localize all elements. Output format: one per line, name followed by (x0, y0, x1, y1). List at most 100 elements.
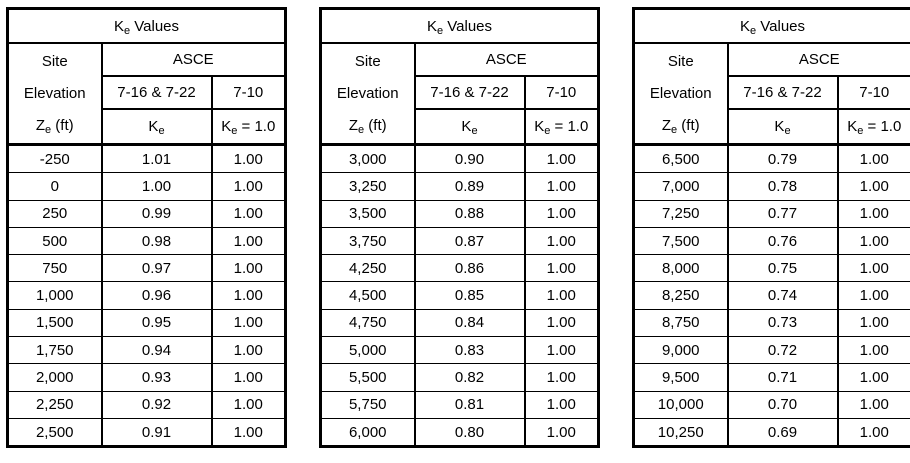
cell-ke-710: 1.00 (836, 336, 910, 365)
cell-ke: 0.89 (413, 172, 526, 201)
cell-ke: 0.77 (726, 199, 839, 228)
cell-ke-710: 1.00 (210, 390, 287, 419)
cell-ke: 1.00 (100, 172, 213, 201)
cell-site-elevation: 9,000 (632, 336, 729, 365)
table-row: 2,250 0.92 1.00 (6, 390, 287, 419)
cell-ke: 0.95 (100, 308, 213, 338)
cell-site-elevation: 2,000 (6, 363, 103, 392)
cell-ke: 0.98 (100, 226, 213, 256)
cell-ke: 0.76 (726, 226, 839, 256)
col-header-710: 7-10 (210, 75, 287, 110)
table-row: 3,000 0.90 1.00 (319, 143, 600, 174)
table-row: 7,500 0.76 1.00 (632, 226, 910, 256)
cell-ke: 0.73 (726, 308, 839, 338)
cell-ke: 1.01 (100, 143, 213, 174)
cell-site-elevation: 8,250 (632, 281, 729, 310)
table-body: 6,500 0.79 1.00 7,000 0.78 1.00 7,250 0.77 1.00 7… (632, 143, 910, 448)
ke-row: Ke Ke = 1.0 (8, 108, 287, 146)
col-header-ke: Ke (413, 108, 526, 146)
cell-ke-710: 1.00 (210, 254, 287, 283)
cell-ke-710: 1.00 (523, 390, 600, 419)
cell-ke-710: 1.00 (836, 172, 910, 201)
cell-ke: 0.90 (413, 143, 526, 174)
site-elevation-header: Site Elevation Ze (ft) (319, 42, 416, 146)
table-row: 5,750 0.81 1.00 (319, 390, 600, 419)
table-row: 8,000 0.75 1.00 (632, 254, 910, 283)
cell-ke-710: 1.00 (210, 172, 287, 201)
cell-ke-710: 1.00 (836, 281, 910, 310)
cell-ke: 0.75 (726, 254, 839, 283)
cell-ke: 0.79 (726, 143, 839, 174)
cell-site-elevation: 5,500 (319, 363, 416, 392)
cell-ke: 0.71 (726, 363, 839, 392)
table-row: 4,500 0.85 1.00 (319, 281, 600, 310)
cell-ke: 0.96 (100, 281, 213, 310)
cell-ke: 0.70 (726, 390, 839, 419)
asce-header: ASCE (100, 42, 287, 77)
elevation-label: Elevation (336, 84, 399, 102)
cell-site-elevation: 3,250 (319, 172, 416, 201)
cell-ke-710: 1.00 (523, 143, 600, 174)
cell-ke-710: 1.00 (523, 199, 600, 228)
col-header-ke-equals-1: Ke = 1.0 (210, 108, 287, 146)
cell-ke-710: 1.00 (210, 363, 287, 392)
cell-site-elevation: 2,250 (6, 390, 103, 419)
table-row: 7,000 0.78 1.00 (632, 172, 910, 201)
table-row: 9,500 0.71 1.00 (632, 363, 910, 392)
table-row: 750 0.97 1.00 (6, 254, 287, 283)
cell-ke: 0.92 (100, 390, 213, 419)
cell-site-elevation: 750 (6, 254, 103, 283)
cell-site-elevation: 6,000 (319, 417, 416, 448)
cell-site-elevation: 4,750 (319, 308, 416, 338)
table-row: 1,500 0.95 1.00 (6, 308, 287, 338)
title-rest: Values (130, 17, 180, 35)
table-row: 250 0.99 1.00 (6, 199, 287, 228)
col-header-ke: Ke (100, 108, 213, 146)
elevation-label: Elevation (23, 84, 86, 102)
col-header-716-722: 7-16 & 7-22 (413, 75, 526, 110)
cell-site-elevation: 0 (6, 172, 103, 201)
table-row: 6,500 0.79 1.00 (632, 143, 910, 174)
cell-site-elevation: 1,500 (6, 308, 103, 338)
site-label: Site (667, 52, 694, 70)
cell-site-elevation: 3,000 (319, 143, 416, 174)
asce-row: Site Elevation Ze (ft) ASCE (632, 42, 910, 146)
cell-ke-710: 1.00 (210, 281, 287, 310)
cell-ke: 0.91 (100, 417, 213, 448)
ke-values-table-3: Ke Values Site Elevation Ze (ft) ASCE 7-… (632, 7, 910, 449)
cell-ke: 0.88 (413, 199, 526, 228)
cell-ke-710: 1.00 (523, 226, 600, 256)
cell-ke: 0.83 (413, 336, 526, 365)
cell-ke: 0.94 (100, 336, 213, 365)
table-row: 7,250 0.77 1.00 (632, 199, 910, 228)
asce-header: ASCE (726, 42, 910, 77)
ze-ft-label: Ze (ft) (35, 116, 74, 136)
cell-site-elevation: 2,500 (6, 417, 103, 448)
cell-ke-710: 1.00 (210, 143, 287, 174)
table-row: 1,750 0.94 1.00 (6, 336, 287, 365)
cell-site-elevation: 9,500 (632, 363, 729, 392)
cell-site-elevation: 7,500 (632, 226, 729, 256)
cell-ke: 0.84 (413, 308, 526, 338)
cell-ke: 0.80 (413, 417, 526, 448)
table-header: Ke Values Site Elevation Ze (ft) ASCE 7-… (632, 8, 910, 146)
cell-site-elevation: 10,000 (632, 390, 729, 419)
col-header-ke-equals-1: Ke = 1.0 (523, 108, 600, 146)
table-row: 6,000 0.80 1.00 (319, 417, 600, 448)
cell-site-elevation: 7,000 (632, 172, 729, 201)
standard-row: 7-16 & 7-22 7-10 (8, 75, 287, 110)
cell-site-elevation: 4,250 (319, 254, 416, 283)
table-row: 1,000 0.96 1.00 (6, 281, 287, 310)
asce-row: Site Elevation Ze (ft) ASCE (319, 42, 600, 146)
cell-ke: 0.81 (413, 390, 526, 419)
cell-ke: 0.69 (726, 417, 839, 448)
cell-ke: 0.78 (726, 172, 839, 201)
site-elevation-header: Site Elevation Ze (ft) (6, 42, 103, 146)
cell-ke: 0.87 (413, 226, 526, 256)
table-title: Ke Values (6, 8, 287, 44)
table-row: 8,250 0.74 1.00 (632, 281, 910, 310)
table-body: 3,000 0.90 1.00 3,250 0.89 1.00 3,500 0.88 1.00 3… (319, 143, 600, 448)
cell-ke-710: 1.00 (523, 363, 600, 392)
ke-values-table-1: Ke Values Site Elevation Ze (ft) ASCE 7-… (6, 7, 287, 449)
